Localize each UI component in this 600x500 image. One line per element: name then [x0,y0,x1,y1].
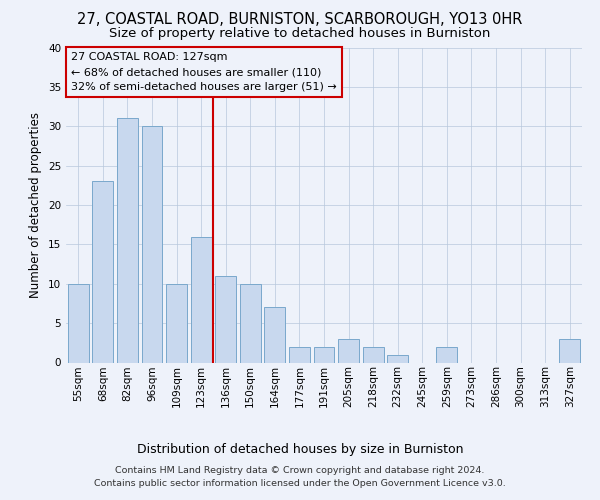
Bar [559,339,580,362]
Bar [314,347,334,362]
Bar [166,284,187,362]
Bar [117,118,138,362]
Bar [289,347,310,362]
Text: 27 COASTAL ROAD: 127sqm
← 68% of detached houses are smaller (110)
32% of semi-d: 27 COASTAL ROAD: 127sqm ← 68% of detache… [71,52,337,92]
Bar [215,276,236,362]
Bar [191,236,212,362]
Text: Contains HM Land Registry data © Crown copyright and database right 2024.
Contai: Contains HM Land Registry data © Crown c… [94,466,506,487]
Bar [265,308,286,362]
Bar [338,339,359,362]
Bar [92,182,113,362]
Bar [362,347,383,362]
Bar [240,284,261,362]
Text: 27, COASTAL ROAD, BURNISTON, SCARBOROUGH, YO13 0HR: 27, COASTAL ROAD, BURNISTON, SCARBOROUGH… [77,12,523,28]
Bar [68,284,89,362]
Y-axis label: Number of detached properties: Number of detached properties [29,112,43,298]
Bar [142,126,163,362]
Text: Size of property relative to detached houses in Burniston: Size of property relative to detached ho… [109,28,491,40]
Bar [436,347,457,362]
Bar [387,354,408,362]
Text: Distribution of detached houses by size in Burniston: Distribution of detached houses by size … [137,442,463,456]
